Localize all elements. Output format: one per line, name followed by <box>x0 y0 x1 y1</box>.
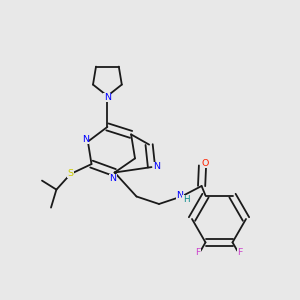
Text: N: N <box>176 190 184 200</box>
Text: F: F <box>195 248 200 257</box>
Text: N: N <box>104 93 111 102</box>
Text: N: N <box>82 135 89 144</box>
Text: H: H <box>183 195 189 204</box>
Text: O: O <box>202 159 209 168</box>
Text: F: F <box>237 248 242 257</box>
Text: S: S <box>68 169 74 178</box>
Text: N: N <box>110 174 117 183</box>
Text: N: N <box>153 162 161 171</box>
